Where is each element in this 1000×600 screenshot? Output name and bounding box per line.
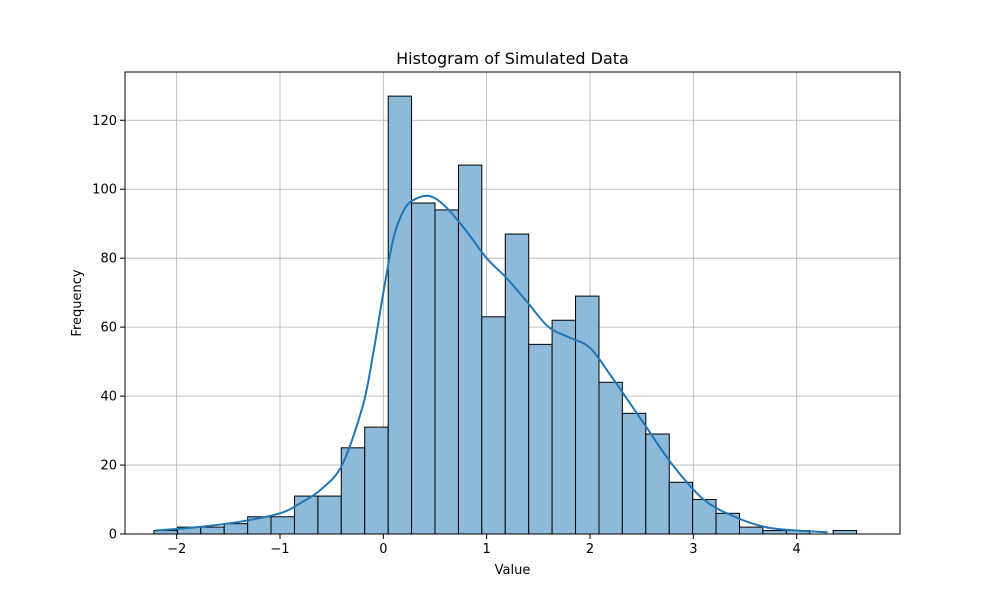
- x-axis-ticks: −2 −1 0 1 2 3 4: [167, 534, 801, 557]
- x-tick-label: 3: [689, 542, 697, 557]
- chart-title: Histogram of Simulated Data: [396, 49, 629, 68]
- x-tick-label: 0: [379, 542, 387, 557]
- histogram-bar: [762, 530, 787, 535]
- histogram-bar: [551, 319, 577, 535]
- histogram-bar: [200, 526, 225, 535]
- histogram-bar: [668, 481, 694, 535]
- histogram-bar: [528, 343, 553, 535]
- histogram-bar: [270, 516, 295, 535]
- x-tick-label: −1: [270, 542, 289, 557]
- histogram-bar: [293, 495, 319, 535]
- histogram-bar: [739, 526, 764, 535]
- y-tick-label: 0: [109, 528, 117, 543]
- histogram-bar: [481, 316, 506, 535]
- y-tick-label: 40: [100, 390, 117, 405]
- histogram-bars: [153, 95, 858, 535]
- histogram-bar: [621, 412, 647, 535]
- histogram-bar: [411, 202, 436, 535]
- histogram-bar: [575, 295, 600, 535]
- x-tick-label: 1: [483, 542, 491, 557]
- histogram-bar: [317, 495, 342, 535]
- histogram-bar: [457, 164, 483, 535]
- kde-line: [155, 194, 828, 534]
- grid-lines: [125, 72, 900, 535]
- histogram-bar: [364, 426, 389, 535]
- histogram-bar: [223, 523, 249, 535]
- y-tick-label: 80: [100, 252, 117, 267]
- y-tick-label: 100: [92, 183, 117, 198]
- y-tick-label: 20: [100, 459, 117, 474]
- histogram-bar: [645, 433, 670, 535]
- histogram-bar: [598, 381, 623, 535]
- histogram-bar: [387, 95, 413, 535]
- y-tick-label: 60: [100, 321, 117, 336]
- x-tick-label: 2: [586, 542, 594, 557]
- histogram-bar: [832, 530, 858, 535]
- x-axis-label: Value: [495, 563, 531, 578]
- x-tick-label: −2: [167, 542, 186, 557]
- y-axis-ticks: 0 20 40 60 80 100 120: [92, 114, 125, 543]
- y-tick-label: 120: [92, 114, 117, 129]
- histogram-bar: [434, 209, 459, 535]
- plot-area-frame: [124, 71, 901, 535]
- y-axis-label: Frequency: [70, 269, 85, 336]
- x-tick-label: 4: [793, 542, 801, 557]
- kde-curve-layer: [155, 194, 828, 534]
